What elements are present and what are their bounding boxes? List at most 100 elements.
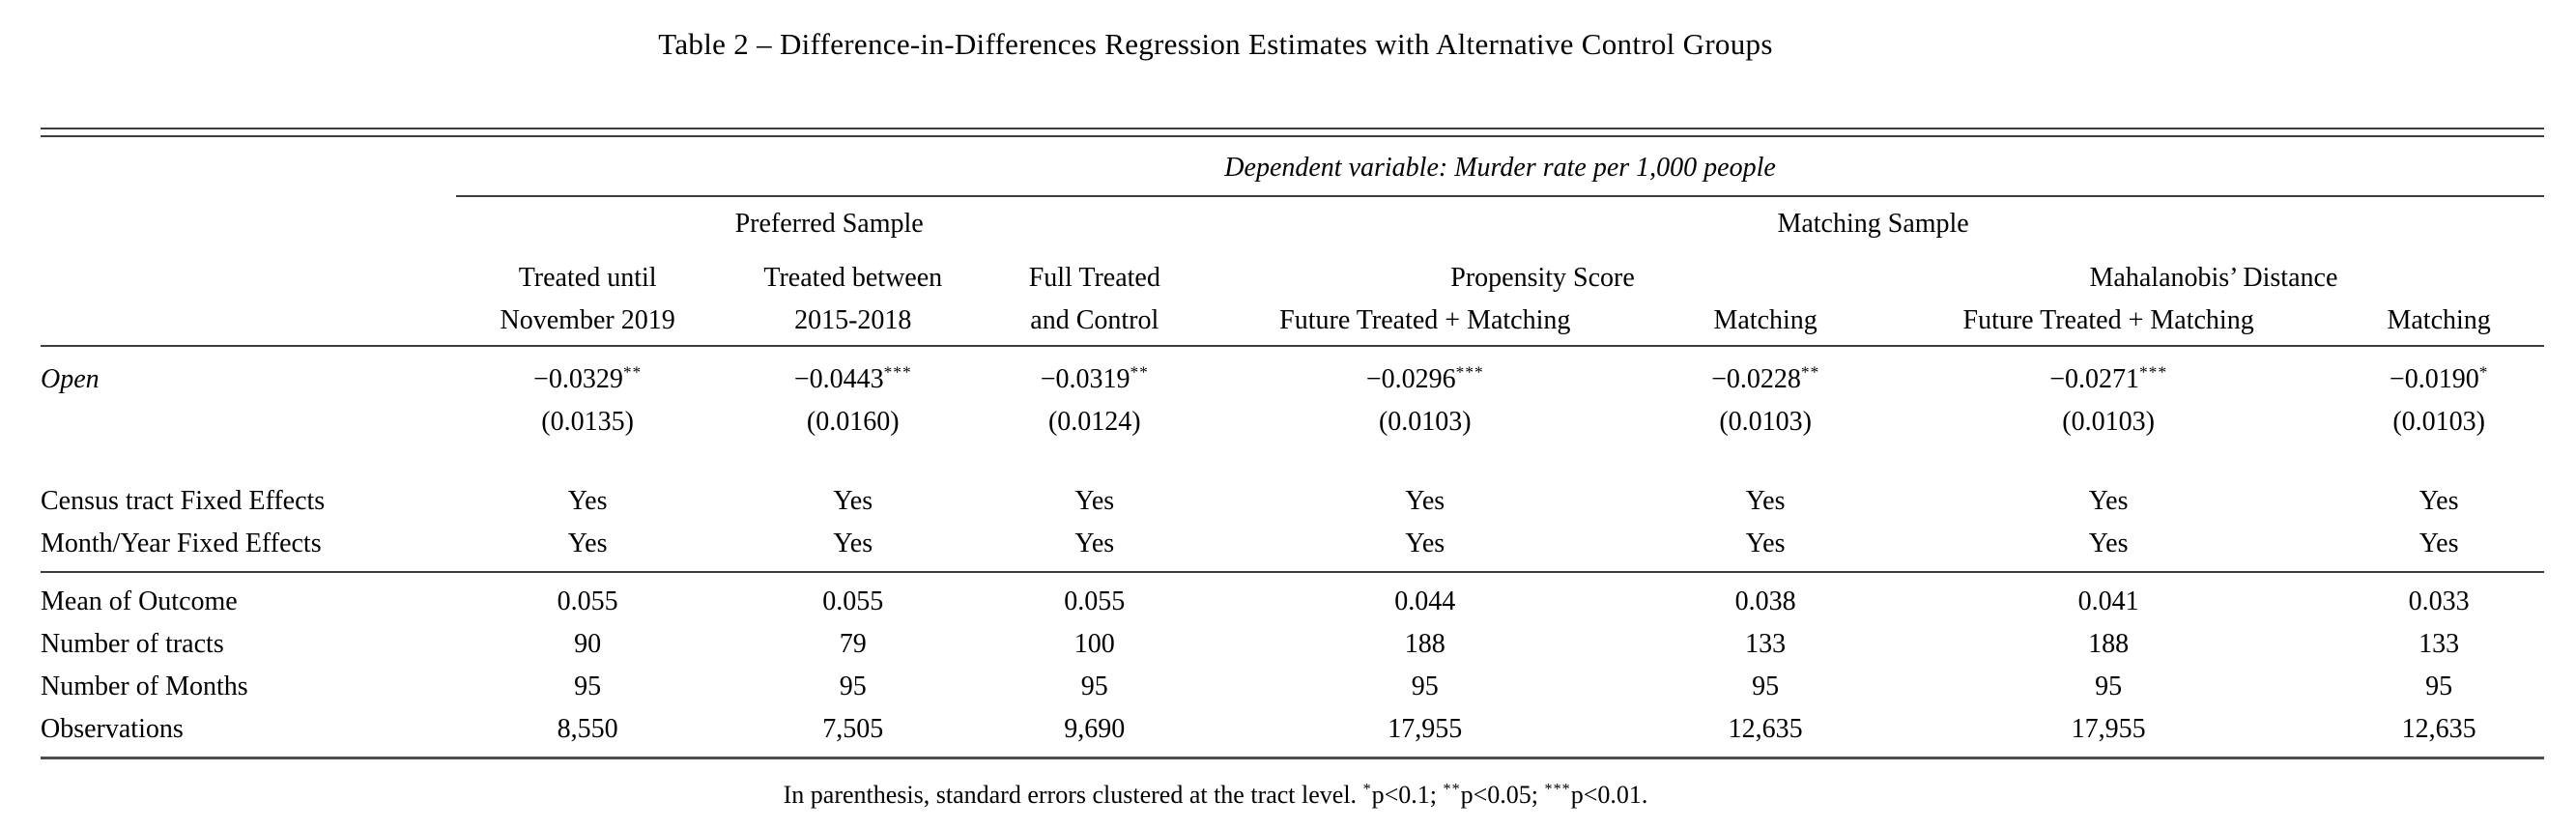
top-double-rule	[41, 128, 2544, 137]
regression-table-zone: Dependent variable: Murder rate per 1,00…	[41, 128, 2544, 759]
empty-cell	[41, 245, 456, 300]
stat-row-number-of-tracts: Number of tracts 90 79 100 188 133 188 1…	[41, 623, 2544, 666]
stat-value: 9,690	[987, 708, 1203, 759]
coefficient-cell: −0.0228**	[1647, 346, 1883, 401]
significance-stars: ***	[2138, 362, 2168, 382]
row-label-number-of-tracts: Number of tracts	[41, 629, 224, 659]
stat-value: 95	[1752, 672, 1780, 701]
row-label-observations: Observations	[41, 708, 457, 759]
stat-value: 0.055	[822, 586, 884, 616]
column-header: Matching	[2333, 300, 2544, 347]
stat-value: 0.033	[2408, 586, 2470, 616]
empty-cell	[41, 401, 456, 443]
page-title: Table 2 – Difference-in-Differences Regr…	[658, 27, 1773, 61]
row-label-number-of-months: Number of Months	[41, 672, 248, 701]
coefficient-value: −0.0228	[1711, 364, 1801, 394]
stat-value: 12,635	[1647, 708, 1883, 759]
fe-value: Yes	[1647, 523, 1883, 573]
fe-value: Yes	[1202, 523, 1648, 573]
fe-value: Yes	[833, 486, 873, 516]
stat-value: 95	[839, 672, 867, 701]
coefficient-value: −0.0443	[793, 364, 884, 394]
stat-row-number-of-months: Number of Months 95 95 95 95 95 95 95	[41, 666, 2544, 708]
significance-stars: *	[1362, 781, 1372, 798]
fe-value: Yes	[987, 523, 1203, 573]
significance-stars: **	[1800, 362, 1820, 382]
significance-stars: ***	[1455, 362, 1484, 382]
row-label-mean-of-outcome: Mean of Outcome	[41, 586, 238, 616]
coefficient-value: −0.0190	[2389, 364, 2479, 394]
empty-cell	[41, 300, 457, 347]
matching-sample-header: Matching Sample	[1777, 209, 1969, 239]
fe-value: Yes	[2333, 523, 2544, 573]
coefficient-value: −0.0296	[1365, 364, 1456, 394]
propensity-score-header: Propensity Score	[1450, 263, 1635, 293]
stat-value: 95	[574, 672, 602, 701]
column-header: Future Treated + Matching	[1202, 300, 1648, 347]
coefficient-cell: −0.0190*	[2333, 346, 2544, 401]
significance-stars: *	[2478, 362, 2489, 382]
stat-value: 100	[1073, 629, 1115, 659]
coefficient-value: −0.0271	[2049, 364, 2139, 394]
stat-value: 95	[2095, 672, 2123, 701]
standard-error: (0.0124)	[1047, 407, 1141, 437]
stat-value: 17,955	[1202, 708, 1648, 759]
spacer-row	[41, 443, 2544, 476]
column-header: Treated between	[763, 263, 943, 293]
column-header: 2015-2018	[719, 300, 987, 347]
column-header: Matching	[1647, 300, 1883, 347]
stat-value: 12,635	[2333, 708, 2544, 759]
regression-table: Dependent variable: Murder rate per 1,00…	[41, 137, 2544, 759]
significance-level: p<0.01.	[1570, 781, 1648, 809]
standard-error: (0.0160)	[806, 407, 900, 437]
fe-value: Yes	[1405, 486, 1445, 516]
stat-value: 7,505	[719, 708, 987, 759]
stat-value: 95	[1080, 672, 1108, 701]
dependent-variable-row: Dependent variable: Murder rate per 1,00…	[41, 137, 2544, 197]
stat-value: 17,955	[1882, 708, 2334, 759]
coefficient-value: −0.0319	[1040, 364, 1131, 394]
coefficient-value: −0.0329	[533, 364, 623, 394]
dependent-variable-header: Dependent variable: Murder rate per 1,00…	[456, 137, 2544, 197]
stat-value: 0.044	[1394, 586, 1456, 616]
fe-value: Yes	[719, 523, 987, 573]
standard-error: (0.0103)	[1378, 407, 1472, 437]
stat-value: 95	[1411, 672, 1439, 701]
significance-stars: ***	[883, 362, 912, 382]
stat-value: 95	[2425, 672, 2453, 701]
table-footnote: In parenthesis, standard errors clustere…	[0, 781, 2431, 810]
column-header: November 2019	[456, 300, 720, 347]
stat-value: 188	[2088, 629, 2130, 659]
stat-value: 0.038	[1734, 586, 1796, 616]
stat-value: 188	[1404, 629, 1445, 659]
fe-value: Yes	[1745, 486, 1786, 516]
fixed-effects-row-month-year: Month/Year Fixed Effects Yes Yes Yes Yes…	[41, 523, 2544, 573]
coefficient-cell: −0.0319**	[987, 346, 1202, 401]
fe-value: Yes	[456, 523, 720, 573]
column-header: Treated until	[518, 263, 657, 293]
stat-value: 0.055	[1064, 586, 1126, 616]
significance-stars: **	[1443, 781, 1461, 798]
coefficient-cell: −0.0296***	[1202, 346, 1647, 401]
coefficient-cell: −0.0271***	[1883, 346, 2333, 401]
fe-value: Yes	[1882, 523, 2334, 573]
stat-value: 0.055	[557, 586, 618, 616]
column-header-row-1: Treated until Treated between Full Treat…	[41, 245, 2544, 300]
significance-level: p<0.1;	[1371, 781, 1444, 809]
standard-error-row: (0.0135) (0.0160) (0.0124) (0.0103) (0.0…	[41, 401, 2544, 443]
significance-level: p<0.05;	[1460, 781, 1545, 809]
coefficient-row-open: Open −0.0329** −0.0443*** −0.0319** −0.0…	[41, 346, 2544, 401]
mahalanobis-distance-header: Mahalanobis’ Distance	[2089, 263, 2338, 293]
stat-value: 133	[2419, 629, 2460, 659]
stat-value: 8,550	[456, 708, 720, 759]
stat-value: 79	[839, 629, 867, 659]
stat-row-mean-of-outcome: Mean of Outcome 0.055 0.055 0.055 0.044 …	[41, 572, 2544, 623]
standard-error: (0.0103)	[1719, 407, 1812, 437]
column-header: and Control	[987, 300, 1203, 347]
column-header: Full Treated	[1028, 263, 1160, 293]
empty-corner-cell	[41, 137, 456, 196]
sample-group-row: Preferred Sample Matching Sample	[41, 196, 2544, 245]
coefficient-cell: −0.0443***	[719, 346, 987, 401]
preferred-sample-header: Preferred Sample	[734, 209, 924, 239]
